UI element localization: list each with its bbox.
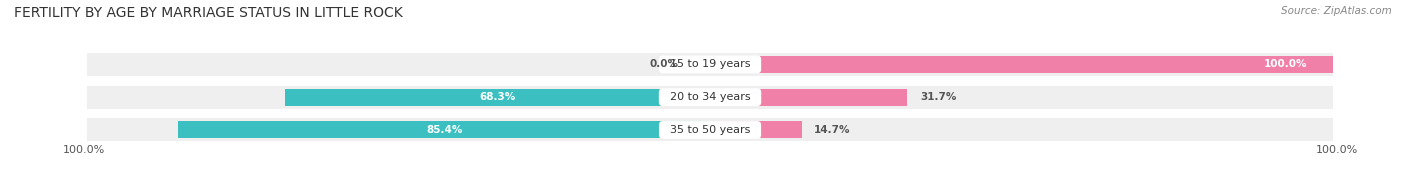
- Text: 0.0%: 0.0%: [650, 59, 679, 69]
- Bar: [87, 118, 1333, 141]
- Text: Source: ZipAtlas.com: Source: ZipAtlas.com: [1281, 6, 1392, 16]
- Bar: [87, 53, 1333, 76]
- Bar: [87, 86, 1333, 109]
- Text: 68.3%: 68.3%: [479, 92, 516, 102]
- Text: 100.0%: 100.0%: [1316, 145, 1358, 155]
- Text: 85.4%: 85.4%: [426, 125, 463, 135]
- Text: 20 to 34 years: 20 to 34 years: [662, 92, 758, 102]
- Bar: [710, 56, 1333, 73]
- Bar: [285, 89, 710, 106]
- Text: 35 to 50 years: 35 to 50 years: [662, 125, 758, 135]
- Text: 100.0%: 100.0%: [62, 145, 104, 155]
- Bar: [710, 122, 801, 138]
- Bar: [179, 122, 710, 138]
- Text: 14.7%: 14.7%: [814, 125, 851, 135]
- Text: FERTILITY BY AGE BY MARRIAGE STATUS IN LITTLE ROCK: FERTILITY BY AGE BY MARRIAGE STATUS IN L…: [14, 6, 402, 20]
- Text: 31.7%: 31.7%: [920, 92, 956, 102]
- Text: 100.0%: 100.0%: [1264, 59, 1308, 69]
- Bar: [710, 89, 907, 106]
- Text: 15 to 19 years: 15 to 19 years: [662, 59, 758, 69]
